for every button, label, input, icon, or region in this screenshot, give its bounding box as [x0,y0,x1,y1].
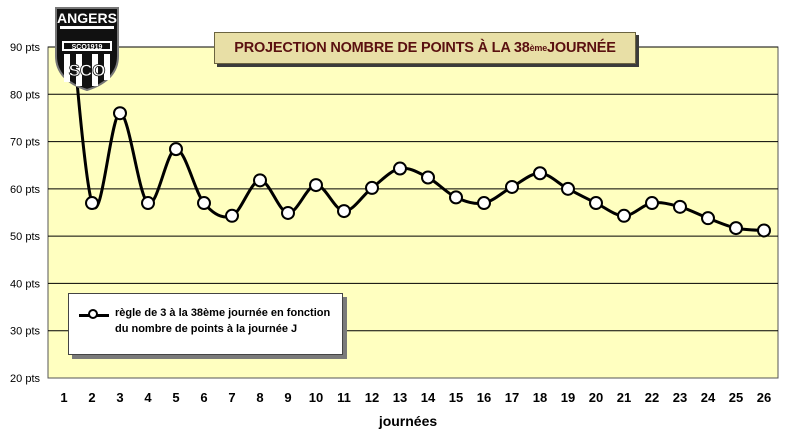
x-tick-label: 9 [284,390,291,405]
x-tick-label: 1 [60,390,67,405]
angers-sco-logo: ANGERS SCO1919 SCO [52,4,122,92]
chart-title-end: JOURNÉE [547,40,616,56]
x-tick-label: 21 [617,390,631,405]
data-point [225,208,239,223]
x-tick-label: 20 [589,390,603,405]
x-tick-label: 8 [256,390,263,405]
data-point [617,208,631,223]
data-point [477,196,491,211]
legend-label: règle de 3 à la 38ème journée en fonctio… [115,305,339,337]
y-tick-label: 50 pts [10,231,40,243]
logo-band-text: SCO1919 [72,44,103,51]
x-tick-label: 6 [200,390,207,405]
data-point [757,223,771,238]
y-tick-label: 90 pts [10,42,40,54]
crest-icon: ANGERS SCO1919 SCO [55,7,119,92]
x-tick-label: 24 [701,390,716,405]
data-point [729,221,743,236]
y-tick-label: 40 pts [10,278,40,290]
data-point [197,196,211,211]
x-axis-ticks: 1 2 3 4 5 6 7 8 9 10 11 12 13 14 15 16 17 18 19 20 21 22 23 24 2… [60,390,771,405]
x-tick-label: 12 [365,390,379,405]
x-tick-label: 3 [116,390,123,405]
x-tick-label: 10 [309,390,323,405]
chart-title-superscript: ème [529,43,548,53]
data-point [449,190,463,205]
x-tick-label: 22 [645,390,659,405]
x-tick-label: 7 [228,390,235,405]
data-point [337,204,351,219]
x-tick-label: 5 [172,390,179,405]
legend-marker-swatch [88,309,98,319]
x-tick-label: 2 [88,390,95,405]
data-point [113,106,127,121]
data-point [533,166,547,181]
x-tick-label: 19 [561,390,575,405]
x-axis-label: journées [378,413,438,429]
data-point [589,196,603,211]
x-tick-label: 26 [757,390,771,405]
data-point [281,205,295,220]
data-point [561,181,575,196]
chart-title: PROJECTION NOMBRE DE POINTS À LA 38 ème J… [214,32,636,64]
data-point [421,170,435,185]
data-point [645,196,659,211]
data-point [141,196,155,211]
x-tick-label: 11 [337,390,351,405]
series-group [72,47,771,238]
legend: règle de 3 à la 38ème journée en fonctio… [68,293,343,355]
y-tick-label: 60 pts [10,184,40,196]
logo-letters: SCO [69,61,106,80]
x-tick-label: 4 [144,390,152,405]
x-tick-label: 14 [421,390,436,405]
y-tick-label: 70 pts [10,137,40,149]
x-tick-label: 23 [673,390,687,405]
x-tick-label: 25 [729,390,743,405]
y-tick-label: 30 pts [10,326,40,338]
data-point [393,161,407,176]
x-tick-label: 13 [393,390,407,405]
data-point [701,211,715,226]
x-tick-label: 15 [449,390,463,405]
y-tick-label: 80 pts [10,89,40,101]
data-point [365,180,379,195]
chart-title-main: PROJECTION NOMBRE DE POINTS À LA 38 [234,40,530,56]
y-axis-ticks: 20 pts 30 pts 40 pts 50 pts 60 pts 70 pts 80 p… [10,42,40,385]
data-point [169,142,183,157]
data-point [673,199,687,214]
data-point [85,196,99,211]
x-tick-label: 18 [533,390,547,405]
data-point [505,179,519,194]
logo-top-text: ANGERS [57,10,117,26]
legend-label-line-1: règle de 3 à la 38ème journée en fonctio… [115,307,331,319]
data-point [253,173,267,188]
y-tick-label: 20 pts [10,373,40,385]
legend-label-line-2: du nombre de points à la journée J [115,323,298,335]
data-point [309,178,323,193]
x-tick-label: 16 [477,390,491,405]
x-tick-label: 17 [505,390,519,405]
